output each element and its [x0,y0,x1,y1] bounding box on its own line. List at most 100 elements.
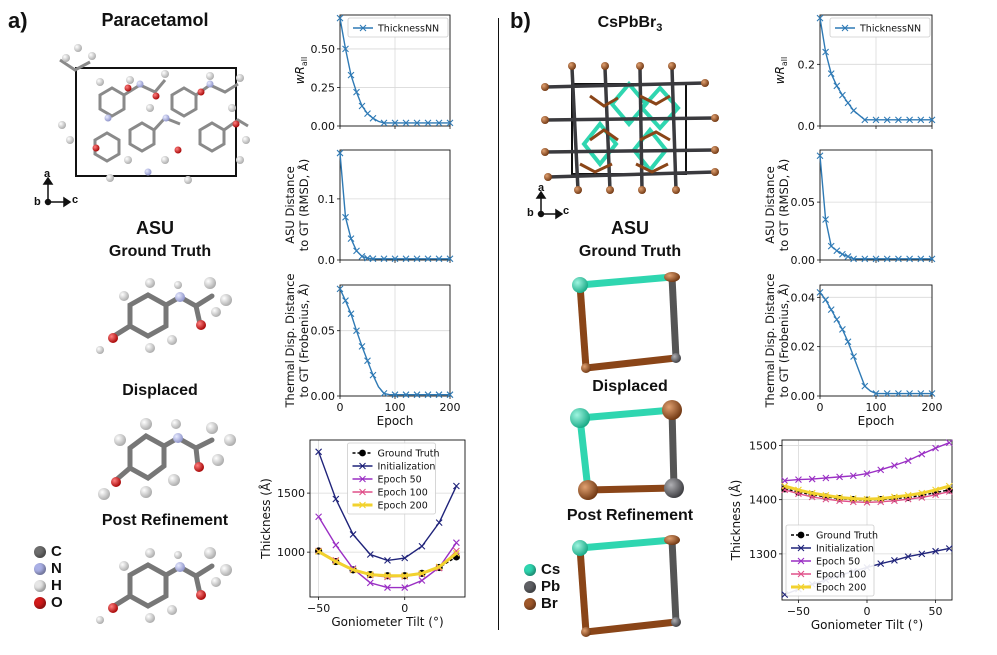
panel-a-label: a) [8,8,28,33]
data-point [384,557,391,564]
panel-b-atom-legend: Cs Pb Br [524,561,560,612]
panel-b-axis-triad [535,190,564,220]
data-point [904,491,912,499]
data-point [891,493,898,501]
data-point [906,255,913,263]
data-point [336,14,344,22]
legend-marker [359,24,367,32]
data-point [906,390,913,397]
data-point [877,495,885,502]
y-axis-label: ASU Distance [763,166,777,244]
legend-box [347,17,449,38]
x-axis-label: Goniometer Tilt (°) [811,618,923,632]
panel-a-ground-truth-heading: Ground Truth [108,243,212,260]
y-axis-label-base: R [773,66,787,74]
data-point [358,342,366,350]
panel-a-atom-legend: C N H O [34,543,63,611]
paracetamol-unit-cell [58,44,250,184]
data-point [808,475,816,483]
legend-label: Epoch 50 [816,557,860,568]
y-axis-label-var: w [773,74,787,84]
x-tick-label: 0 [401,602,408,615]
data-point [918,489,926,497]
data-point [353,247,360,255]
data-point [332,558,340,565]
data-point [827,70,835,77]
x-axis-label: Goniometer Tilt (°) [331,615,443,629]
data-point [808,489,816,497]
legend-marker [841,24,849,32]
data-point [839,250,846,258]
data-point [822,474,830,482]
data-point [349,531,357,538]
legend-marker [797,531,805,539]
data-point [844,99,852,107]
panel-b-ground-truth-heading: Ground Truth [578,243,682,260]
data-point [347,235,355,242]
y-tick-label: 0.00 [311,390,336,403]
legend-marker [359,462,366,470]
legend-label: ThicknessNN [377,24,439,35]
panel-b-axis-c-label: c [563,205,570,217]
data-point [418,570,426,577]
data-point [836,473,843,481]
y-tick-label: 1400 [749,494,777,507]
y-tick-label: 0.02 [791,341,816,354]
data-point [353,88,360,96]
data-point [827,242,835,250]
data-point [833,82,841,90]
data-point [844,253,852,260]
legend-label: Initialization [378,462,436,473]
data-point [413,255,421,263]
atom-legend-symbol: Br [541,595,558,612]
data-point [928,390,936,397]
data-point [932,486,939,494]
cspbbr3-ground-truth-asu [572,272,681,373]
legend-label: Epoch 200 [816,583,866,594]
data-point [424,391,432,399]
legend-box [347,442,436,515]
chart-a3: 0.00 0.05 0 100 200 Epoch Thermal Disp. Distan… [283,274,461,428]
data-point [877,466,885,474]
data-point [891,462,898,469]
y-axis-label: Thickness (Å) [728,480,743,562]
data-point [883,390,891,397]
chart-legend: Ground Truth Initialization Epoch 50 Epoch … [347,442,440,515]
y-axis-label-sub: all [780,57,789,66]
data-point [816,152,824,160]
chart-b3: 0.00 0.02 0.04 0 100 200 Epoch Thermal Disp. Di… [763,274,943,428]
legend-marker [359,501,366,509]
data-point [839,326,846,333]
data-point [822,296,829,304]
atom-legend-item: Cs [524,561,560,578]
paracetamol-refined-molecule [96,547,232,624]
data-point [822,216,829,223]
legend-marker [359,475,366,483]
panel-b-label: b) [510,8,531,33]
panel-a-displaced-heading: Displaced [122,382,198,399]
cspbbr3-displaced-asu [570,400,684,500]
data-point [833,247,841,255]
data-point [945,439,953,447]
data-point [453,547,460,555]
data-point [861,382,869,390]
data-point [872,116,880,124]
data-point [435,519,443,527]
y-axis-label: Thickness (Å) [258,478,273,560]
atom-legend-item: O [34,594,63,611]
y-axis-label: to GT (Frobenius, Å) [296,284,311,398]
data-point [822,48,829,56]
data-point [945,545,953,552]
legend-label: Ground Truth [378,449,440,460]
data-point [917,255,925,263]
data-point [872,255,880,263]
axes-frame [309,439,466,598]
data-point [932,547,939,555]
bromine-dot-icon [524,597,536,610]
legend-label: Ground Truth [816,531,878,542]
y-tick-label: 0.00 [791,254,816,267]
atom-legend-item: N [34,560,63,577]
data-point [369,114,377,122]
data-point [366,579,374,587]
